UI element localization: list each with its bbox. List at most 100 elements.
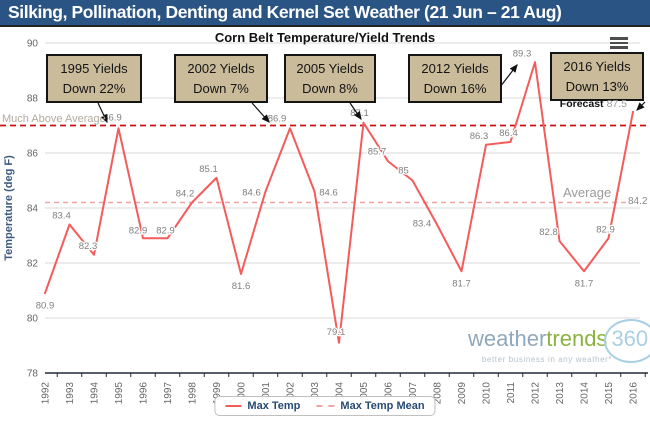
max-temp-line-swatch	[225, 405, 242, 407]
svg-text:86.9: 86.9	[103, 112, 122, 123]
legend-label: Max Temp	[247, 400, 301, 412]
svg-text:89.3: 89.3	[513, 48, 532, 59]
svg-text:1999: 1999	[212, 382, 223, 405]
y-axis-title: Temperature (deg F)	[3, 155, 15, 261]
svg-text:83.4: 83.4	[52, 211, 71, 222]
svg-text:1993: 1993	[65, 382, 76, 405]
title-bar: Silking, Pollination, Denting and Kernel…	[0, 0, 650, 27]
svg-text:1992: 1992	[41, 382, 52, 405]
annotation-line: 2012 Yields	[421, 61, 489, 76]
annotation-line: 2005 Yields	[296, 61, 364, 76]
svg-text:2009: 2009	[457, 382, 468, 405]
svg-text:2010: 2010	[482, 382, 493, 405]
svg-text:82.3: 82.3	[79, 241, 98, 252]
logo-tagline: better business in any weather*	[481, 355, 613, 364]
svg-text:2016: 2016	[629, 382, 640, 405]
svg-text:84.2: 84.2	[176, 189, 195, 200]
svg-text:2000: 2000	[237, 382, 248, 405]
svg-text:84: 84	[27, 204, 39, 215]
svg-text:90: 90	[27, 39, 39, 50]
annotation-line: 2016 Yields	[563, 59, 631, 74]
average-value-label: 84.2	[628, 196, 648, 207]
annotation-line: 2002 Yields	[187, 61, 255, 76]
svg-text:2006: 2006	[384, 382, 395, 405]
svg-text:80.9: 80.9	[36, 300, 55, 311]
svg-text:80: 80	[27, 314, 39, 325]
legend-item-max-temp[interactable]: Max Temp	[225, 400, 300, 412]
annotation-2005: 2005 Yields Down 8%	[284, 54, 376, 103]
annotation-1995: 1995 Yields Down 22%	[46, 54, 142, 103]
svg-text:2004: 2004	[335, 382, 346, 405]
legend-item-max-temp-mean[interactable]: Max Temp Mean	[316, 400, 425, 412]
annotation-2016: 2016 Yields Down 13%	[550, 52, 644, 101]
svg-text:2014: 2014	[580, 382, 591, 405]
annotation-line: Down 8%	[302, 80, 358, 96]
legend-label: Max Temp Mean	[340, 400, 425, 412]
svg-text:82.9: 82.9	[596, 224, 615, 235]
much-above-average-label: Much Above Average	[2, 113, 106, 125]
annotation-line: Down 16%	[423, 80, 487, 96]
page-title: Silking, Pollination, Denting and Kernel…	[8, 2, 562, 22]
svg-text:86.9: 86.9	[268, 113, 287, 124]
svg-text:82: 82	[27, 259, 39, 270]
max-temp-mean-line-swatch	[316, 405, 335, 407]
annotation-line: 1995 Yields	[60, 61, 128, 76]
logo-360-circle: 360	[604, 319, 650, 363]
logo-circle-outline	[604, 319, 650, 363]
svg-text:86: 86	[27, 149, 39, 160]
annotation-2012: 2012 Yields Down 16%	[408, 54, 502, 103]
average-label: Average	[563, 185, 612, 200]
svg-text:2002: 2002	[286, 382, 297, 405]
data-labels: 80.9 83.4 82.3 86.9 82.9 82.9 84.2 85.1 81.6 84.6…	[35, 47, 617, 339]
svg-text:85.7: 85.7	[368, 146, 387, 157]
svg-text:83.4: 83.4	[413, 219, 432, 230]
svg-text:2015: 2015	[604, 382, 615, 405]
svg-text:2003: 2003	[310, 382, 321, 405]
svg-text:2013: 2013	[555, 382, 566, 405]
svg-text:82.9: 82.9	[156, 225, 175, 236]
annotation-line: Down 13%	[565, 78, 629, 94]
logo-weather: weather	[468, 326, 547, 351]
svg-text:2008: 2008	[433, 382, 444, 405]
svg-text:1997: 1997	[163, 382, 174, 405]
max-temp-line	[44, 61, 634, 344]
x-axis-ticks	[56, 373, 646, 377]
svg-text:1995: 1995	[114, 382, 125, 405]
svg-text:2001: 2001	[261, 382, 272, 405]
logo-trends: trends	[546, 326, 608, 351]
svg-text:84.6: 84.6	[319, 188, 338, 199]
svg-text:2011: 2011	[506, 382, 517, 404]
svg-text:2012: 2012	[531, 382, 542, 405]
svg-text:1998: 1998	[188, 382, 199, 405]
svg-text:1996: 1996	[139, 382, 150, 405]
y-axis-labels: 78 80 82 84 86 88 90	[27, 39, 39, 380]
legend: Max Temp Max Temp Mean	[214, 396, 436, 416]
svg-text:81.7: 81.7	[575, 278, 594, 289]
annotation-arrows	[97, 64, 646, 124]
svg-text:81.7: 81.7	[452, 278, 471, 289]
svg-text:81.6: 81.6	[232, 281, 251, 292]
svg-text:86.3: 86.3	[470, 131, 489, 142]
x-axis-labels: 1992 1993 1994 1995 1996 1997 1998 1999 2000 2001…	[41, 382, 640, 405]
annotation-2002: 2002 Yields Down 7%	[174, 54, 268, 103]
svg-text:84.6: 84.6	[242, 188, 261, 199]
svg-text:2007: 2007	[408, 382, 419, 405]
svg-text:85: 85	[398, 166, 409, 177]
svg-text:88: 88	[27, 94, 39, 105]
chart-container: 78 80 82 84 86 88 90 1992 1993 1994 1995 1996 1997 19…	[0, 27, 650, 430]
weathertrends360-logo: weathertrends 360 better business in any …	[468, 319, 650, 364]
svg-text:79.1: 79.1	[327, 327, 346, 338]
svg-text:78: 78	[27, 369, 39, 380]
chart-menu-icon[interactable]	[610, 37, 628, 50]
svg-text:85.1: 85.1	[199, 164, 218, 175]
chart-title: Corn Belt Temperature/Yield Trends	[214, 30, 436, 45]
annotation-line: Down 7%	[193, 80, 249, 96]
forecast-label: Forecast 87.5	[559, 98, 627, 110]
svg-text:1994: 1994	[90, 382, 101, 405]
annotation-line: Down 22%	[62, 80, 126, 96]
svg-text:86.4: 86.4	[499, 128, 518, 139]
svg-text:82.9: 82.9	[129, 225, 148, 236]
svg-text:82.8: 82.8	[539, 227, 558, 238]
